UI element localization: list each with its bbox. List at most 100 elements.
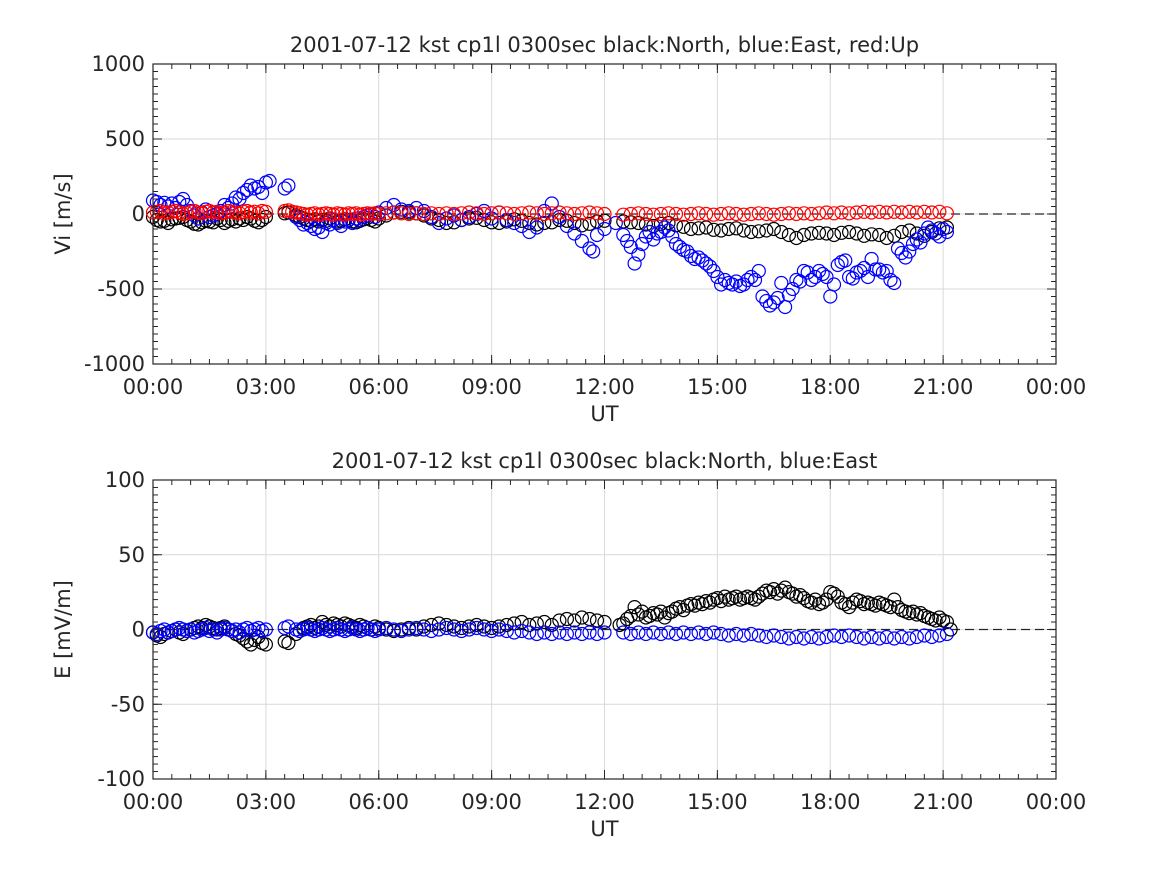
data-point: [683, 626, 699, 642]
chart-title: 2001-07-12 kst cp1l 0300sec black:North,…: [332, 449, 878, 473]
data-point: [872, 262, 887, 277]
data-point: [228, 622, 243, 637]
data-point: [849, 205, 864, 220]
data-point: [932, 229, 947, 244]
data-point: [789, 230, 804, 246]
data-point: [582, 241, 597, 256]
data-point: [394, 623, 409, 639]
data-point: [439, 211, 454, 226]
data-point: [153, 197, 168, 213]
data-point: [826, 227, 842, 243]
data-point: [928, 226, 943, 241]
data-point: [665, 229, 680, 244]
data-point: [796, 631, 812, 646]
data-point: [744, 626, 759, 642]
data-point: [552, 625, 567, 640]
series-2: [145, 203, 955, 222]
data-point: [729, 274, 744, 289]
data-point: [544, 617, 559, 633]
data-point: [691, 206, 706, 221]
data-point: [868, 598, 883, 613]
data-point: [924, 629, 939, 645]
data-point: [766, 221, 781, 237]
data-point: [394, 206, 409, 221]
data-point: [751, 206, 766, 221]
data-point: [665, 604, 680, 619]
data-point: [454, 620, 469, 636]
data-point: [597, 221, 612, 237]
data-point: [804, 226, 819, 241]
data-point: [567, 206, 582, 222]
data-point: [484, 215, 499, 230]
data-point: [879, 205, 894, 220]
data-point: [638, 626, 654, 642]
data-point: [864, 205, 879, 220]
y-tick-label: -100: [97, 767, 145, 791]
data-point: [872, 227, 887, 243]
data-point: [932, 204, 947, 219]
data-point: [574, 218, 590, 233]
data-point: [755, 289, 770, 304]
data-point: [683, 206, 699, 222]
data-point: [567, 625, 582, 640]
x-tick-label: 06:00: [348, 790, 409, 814]
data-point: [751, 628, 766, 643]
data-point: [890, 241, 906, 256]
data-point: [657, 220, 672, 235]
y-tick-label: -50: [111, 692, 145, 716]
data-point: [409, 206, 424, 221]
x-tick-label: 18:00: [800, 790, 861, 814]
data-point: [574, 206, 590, 221]
data-point: [623, 206, 638, 222]
y-axis-label: E [mV/m]: [51, 580, 75, 679]
data-point: [770, 290, 785, 306]
data-point: [841, 206, 857, 221]
data-point: [736, 628, 751, 643]
data-point: [713, 593, 729, 609]
data-point: [676, 625, 691, 640]
data-point: [469, 206, 484, 221]
data-point: [582, 216, 597, 231]
data-point: [841, 599, 857, 615]
data-point: [909, 226, 924, 241]
data-point: [646, 625, 661, 640]
data-point: [766, 207, 781, 222]
x-tick-label: 00:00: [123, 790, 184, 814]
data-point: [469, 617, 484, 633]
data-point: [514, 623, 529, 639]
panel-velocity: 00:00 03:00 06:00 09:00 12:00 15:00 18:00 21:00…: [51, 33, 1086, 426]
data-point: [698, 206, 714, 222]
data-point: [371, 622, 386, 637]
data-point: [529, 217, 544, 232]
data-point: [157, 213, 172, 228]
data-point: [676, 219, 691, 234]
data-point: [887, 275, 902, 291]
data-point: [909, 629, 924, 645]
data-point: [446, 622, 462, 637]
data-point: [616, 616, 631, 631]
data-point: [439, 620, 454, 636]
data-point: [887, 631, 902, 646]
data-point: [153, 203, 168, 219]
x-tick-label: 15:00: [687, 375, 748, 399]
data-point: [729, 221, 744, 236]
data-point: [492, 622, 507, 637]
data-point: [552, 209, 567, 225]
data-point: [251, 620, 266, 636]
x-tick-label: 00:00: [1026, 375, 1087, 399]
data-point: [845, 595, 860, 610]
data-point: [416, 619, 431, 634]
data-point: [477, 619, 492, 634]
data-point: [330, 215, 345, 231]
x-tick-label: 18:00: [800, 375, 861, 399]
data-point: [762, 298, 778, 313]
data-point: [804, 206, 819, 222]
data-point: [638, 217, 654, 232]
data-point: [792, 274, 808, 289]
data-point: [416, 206, 431, 222]
data-point: [781, 206, 797, 221]
data-point: [661, 625, 676, 640]
data-point: [258, 637, 273, 652]
data-point: [766, 581, 781, 597]
data-point: [781, 631, 797, 646]
